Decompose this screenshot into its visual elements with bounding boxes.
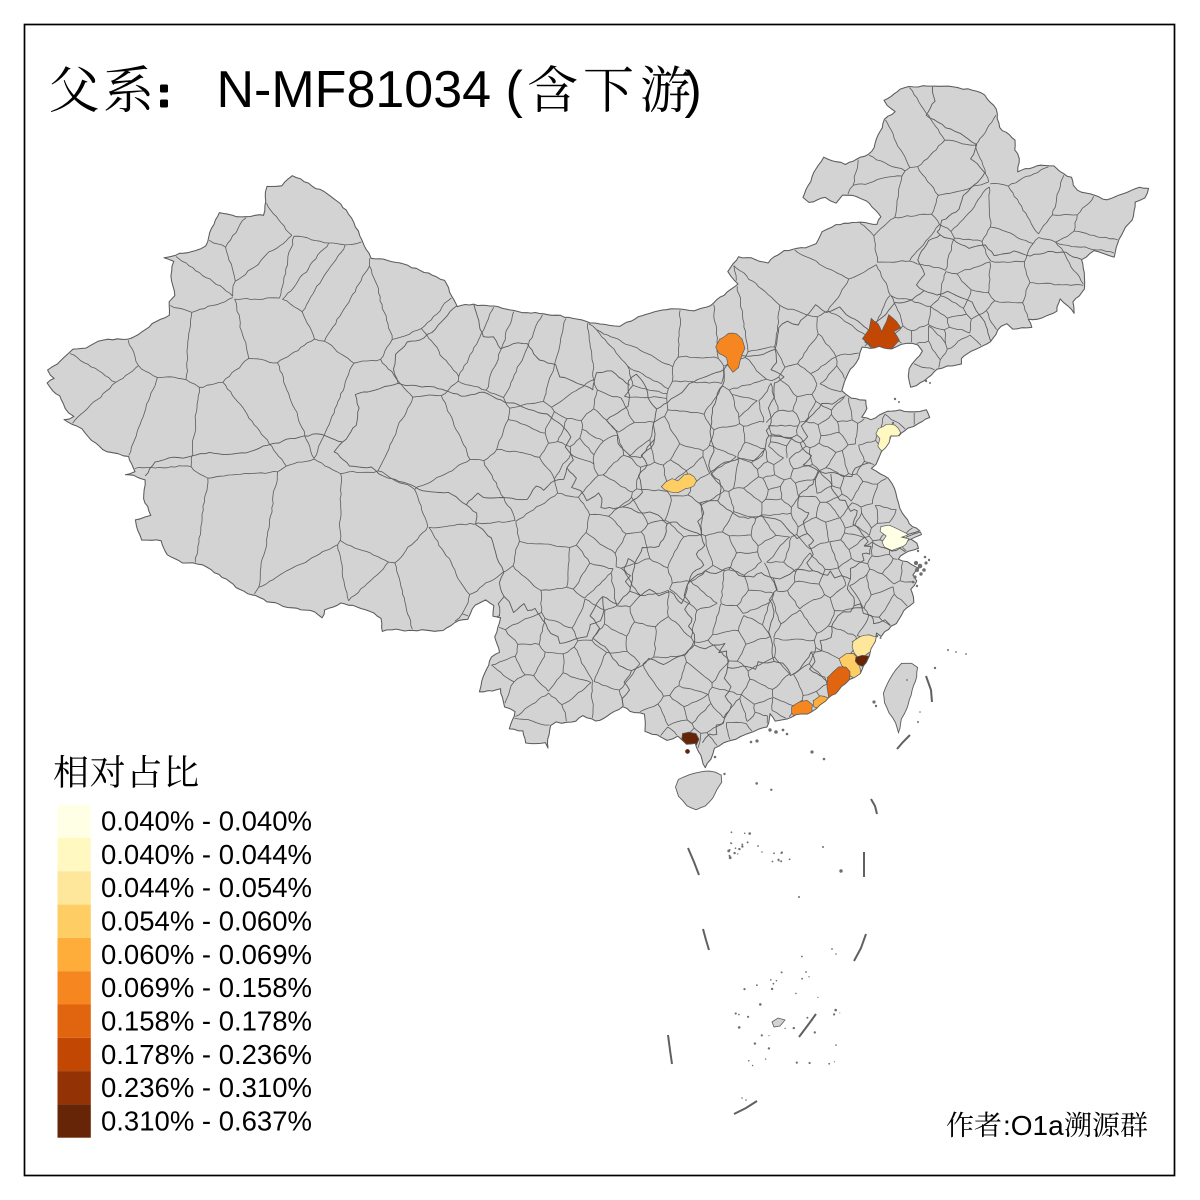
svg-text:0.310% - 0.637%: 0.310% - 0.637%: [101, 1105, 312, 1136]
svg-text:0.040% - 0.040%: 0.040% - 0.040%: [101, 806, 312, 837]
svg-text:0.178% - 0.236%: 0.178% - 0.236%: [101, 1039, 312, 1070]
svg-text:0.044% - 0.054%: 0.044% - 0.054%: [101, 872, 312, 903]
svg-text:0.060% - 0.069%: 0.060% - 0.069%: [101, 939, 312, 970]
svg-text:0.069% - 0.158%: 0.069% - 0.158%: [101, 972, 312, 1003]
svg-text:0.236% - 0.310%: 0.236% - 0.310%: [101, 1072, 312, 1103]
svg-text::O1a: :O1a: [1003, 1110, 1064, 1141]
svg-text:N-MF81034 (: N-MF81034 (: [217, 61, 524, 119]
svg-text:0.040% - 0.044%: 0.040% - 0.044%: [101, 839, 312, 870]
svg-text:0.054% - 0.060%: 0.054% - 0.060%: [101, 906, 312, 937]
svg-text:0.158% - 0.178%: 0.158% - 0.178%: [101, 1006, 312, 1037]
svg-text:): ): [685, 61, 702, 119]
